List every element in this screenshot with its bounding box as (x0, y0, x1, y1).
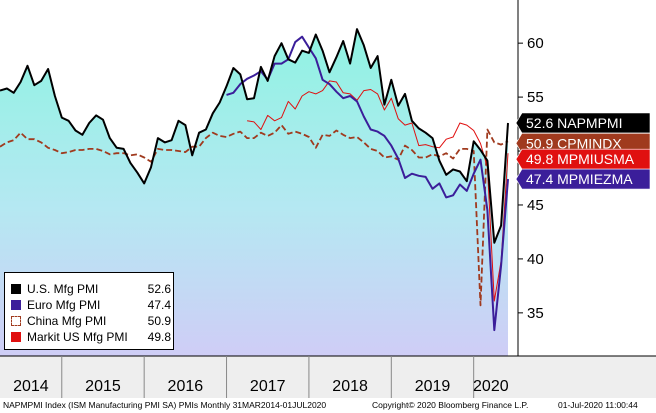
x-tick-label: 2016 (168, 378, 204, 395)
footer: NAPMPMI Index (ISM Manufacturing PMI SA)… (0, 398, 656, 413)
legend-item-euro-mfg: Euro Mfg PMI 47.4 (11, 297, 171, 313)
legend-item-markit-us-mfg: Markit US Mfg PMI 49.8 (11, 329, 171, 345)
legend-value: 49.8 (147, 330, 171, 344)
series-line-mpmiusma (247, 80, 509, 302)
flag-label: 47.4 MPMIEZMA (526, 171, 633, 187)
legend-label: Euro Mfg PMI (27, 298, 101, 312)
legend-label: China Mfg PMI (27, 314, 107, 328)
series-line-mpmiezma (226, 35, 509, 332)
x-tick-label: 2015 (85, 378, 121, 395)
legend-label: U.S. Mfg PMI (27, 282, 99, 296)
x-axis-band (0, 356, 656, 398)
legend-swatch-china-mfg (11, 316, 21, 326)
x-tick-label: 2014 (13, 378, 49, 395)
x-tick-label: 2020 (473, 378, 509, 395)
legend-label: Markit US Mfg PMI (27, 330, 128, 344)
y-tick-label: 60 (527, 35, 544, 52)
x-tick-label: 2017 (250, 378, 286, 395)
y-tick-label: 40 (527, 251, 544, 268)
flag-cpmindx: 50.9 CPMINDX (515, 133, 651, 154)
footer-copyright: Copyright© 2020 Bloomberg Finance L.P. (372, 400, 529, 410)
legend-swatch-markit-us-mfg (11, 332, 21, 342)
axes: 3540455055602014201520162017201820192020 (0, 0, 656, 398)
legend-value: 47.4 (147, 298, 171, 312)
x-tick-label: 2019 (415, 378, 451, 395)
flag-shape (515, 112, 651, 134)
flag-mpmiezma: 47.4 MPMIEZMA (515, 168, 651, 190)
flag-label: 49.8 MPMIUSMA (526, 151, 635, 167)
legend-item-china-mfg: China Mfg PMI 50.9 (11, 313, 171, 329)
legend-value: 52.6 (147, 282, 171, 296)
series-line-napmpmi (0, 28, 509, 244)
y-tick-label: 45 (527, 197, 544, 214)
legend-swatch-euro-mfg (11, 300, 21, 310)
flag-shape (515, 148, 651, 170)
legend: U.S. Mfg PMI 52.6 Euro Mfg PMI 47.4 Chin… (4, 272, 174, 350)
footer-timestamp: 01-Jul-2020 11:00:44 (558, 400, 638, 410)
x-tick-label: 2018 (332, 378, 368, 395)
flag-napmpmi: 52.6 NAPMPMI (515, 112, 651, 134)
flag-mpmiusma: 49.8 MPMIUSMA (515, 148, 651, 170)
flag-label: 52.6 NAPMPMI (526, 115, 622, 131)
y-tick-label: 55 (527, 89, 544, 106)
legend-swatch-us-mfg (11, 284, 21, 294)
legend-value: 50.9 (147, 314, 171, 328)
legend-item-us-mfg: U.S. Mfg PMI 52.6 (11, 281, 171, 297)
footer-title: NAPMPMI Index (ISM Manufacturing PMI SA)… (3, 400, 327, 410)
series-line-cpmindx (0, 124, 509, 307)
flag-shape (515, 168, 651, 190)
y-tick-label: 35 (527, 305, 544, 322)
flag-label: 50.9 CPMINDX (526, 135, 622, 151)
